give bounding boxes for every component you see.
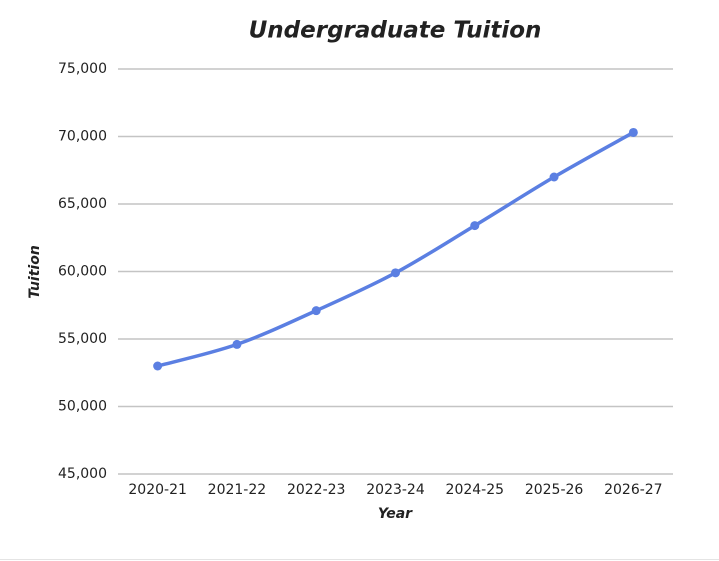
data-point — [628, 127, 638, 137]
data-point — [549, 172, 559, 182]
data-point — [153, 361, 163, 371]
x-axis-label: Year — [378, 506, 413, 522]
y-tick-label: 60,000 — [58, 264, 107, 280]
y-tick-label: 65,000 — [58, 196, 107, 212]
y-axis-label: Tuition — [27, 245, 43, 299]
x-tick-label: 2021-22 — [208, 482, 267, 498]
y-tick-label: 70,000 — [58, 129, 107, 145]
x-tick-label: 2026-27 — [604, 482, 663, 498]
data-point — [232, 339, 242, 349]
chart-title: Undergraduate Tuition — [249, 18, 542, 44]
x-tick-label: 2020-21 — [128, 482, 187, 498]
x-tick-label: 2025-26 — [525, 482, 584, 498]
y-tick-label: 50,000 — [58, 399, 107, 415]
x-tick-label: 2023-24 — [366, 482, 425, 498]
data-point — [470, 221, 480, 231]
x-tick-label: 2022-23 — [287, 482, 346, 498]
data-point — [311, 306, 321, 316]
y-tick-label: 75,000 — [58, 61, 107, 77]
y-tick-label: 45,000 — [58, 466, 107, 482]
y-tick-label: 55,000 — [58, 331, 107, 347]
data-point — [391, 268, 400, 278]
x-tick-label: 2024-25 — [446, 482, 505, 498]
